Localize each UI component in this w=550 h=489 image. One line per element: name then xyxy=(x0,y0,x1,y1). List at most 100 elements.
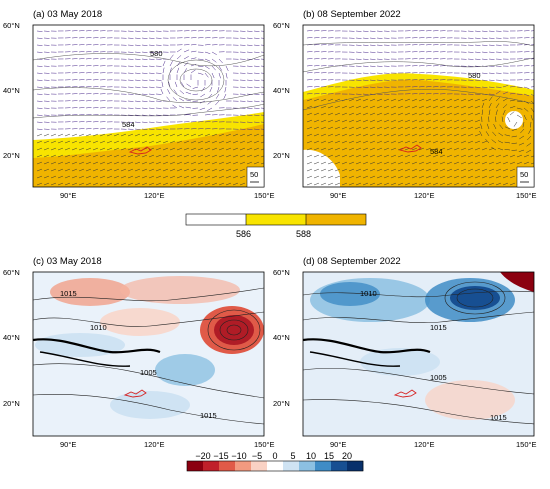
wind-vector xyxy=(432,93,439,95)
wind-vector xyxy=(418,30,425,32)
wind-vector xyxy=(526,142,532,147)
wind-vector xyxy=(432,140,439,144)
wind-vector xyxy=(183,161,190,165)
wind-vector xyxy=(313,126,320,130)
wind-vector xyxy=(78,133,85,137)
wind-vector xyxy=(383,154,390,158)
wind-vector xyxy=(341,119,348,123)
wind-vector xyxy=(169,182,176,186)
wind-vector xyxy=(253,86,260,88)
wind-vector xyxy=(474,140,481,144)
wind-vector xyxy=(106,154,113,158)
wind-vector xyxy=(148,154,155,158)
wind-vector xyxy=(411,126,418,130)
wind-vector xyxy=(246,30,253,32)
wind-vector xyxy=(141,175,148,179)
wind-vector xyxy=(185,91,192,95)
wind-vector xyxy=(460,161,467,165)
wind-vector xyxy=(120,175,127,179)
panel-c-isobar-label-4: 1015 xyxy=(200,411,217,420)
wind-vector xyxy=(134,58,141,60)
wind-vector xyxy=(204,37,211,39)
wind-vector xyxy=(99,133,106,137)
wind-vector xyxy=(113,154,120,158)
wind-vector xyxy=(390,168,397,172)
wind-vector xyxy=(432,86,439,88)
wind-vector xyxy=(36,65,43,67)
wind-vector xyxy=(334,133,341,137)
wind-vector xyxy=(148,30,155,32)
colorbar-top-frame xyxy=(185,213,367,226)
wind-vector xyxy=(134,147,141,151)
wind-vector xyxy=(190,133,197,137)
wind-vector xyxy=(246,140,253,144)
wind-vector xyxy=(362,65,369,67)
wind-vector xyxy=(85,147,92,151)
wind-vector xyxy=(439,119,446,123)
wind-vector xyxy=(334,105,341,109)
wind-vector xyxy=(320,154,327,158)
wind-vector xyxy=(36,140,43,144)
wind-vector xyxy=(148,58,155,60)
wind-vector xyxy=(306,86,313,88)
wind-vector xyxy=(169,154,176,158)
panel-b-vector-key-label: 50 xyxy=(520,170,528,179)
wind-vector xyxy=(495,97,501,102)
wind-vector xyxy=(78,58,85,60)
wind-vector xyxy=(523,154,530,158)
wind-vector xyxy=(320,51,327,53)
wind-vector xyxy=(397,112,404,116)
wind-vector xyxy=(176,147,183,151)
wind-vector xyxy=(172,104,178,109)
wind-vector xyxy=(134,154,141,158)
wind-vector xyxy=(232,140,239,144)
colorbar-bottom-label: 10 xyxy=(306,451,316,461)
wind-vector xyxy=(200,93,206,98)
wind-vector xyxy=(36,37,43,39)
wind-vector xyxy=(36,168,43,172)
wind-vector xyxy=(488,51,495,53)
wind-vector xyxy=(362,37,369,39)
wind-vector xyxy=(320,72,327,74)
wind-vector xyxy=(232,133,239,137)
wind-vector xyxy=(141,140,148,144)
wind-vector xyxy=(348,98,355,102)
wind-vector xyxy=(390,126,397,130)
panel-d-isobar-label-2: 1015 xyxy=(430,323,447,332)
panel-d-warm-patch-1 xyxy=(425,380,515,420)
wind-vector xyxy=(169,61,173,67)
wind-vector xyxy=(390,105,397,109)
wind-vector xyxy=(432,98,439,102)
wind-vector xyxy=(460,182,467,186)
wind-vector xyxy=(397,154,404,158)
wind-vector xyxy=(246,65,253,67)
wind-vector xyxy=(467,65,474,67)
wind-vector xyxy=(225,147,232,151)
panel-c-xlabel-90: 90°E xyxy=(60,440,76,449)
wind-vector xyxy=(404,175,411,179)
wind-vector xyxy=(141,114,148,116)
wind-vector xyxy=(190,140,197,144)
wind-vector xyxy=(120,154,127,158)
panel-a-wind-vectors xyxy=(36,30,264,186)
panel-b-contour-label-2: 584 xyxy=(430,147,443,156)
panel-a-frame xyxy=(32,24,265,188)
wind-vector xyxy=(85,72,92,74)
wind-vector xyxy=(376,147,383,151)
wind-vector xyxy=(362,175,369,179)
wind-vector xyxy=(362,133,369,137)
wind-vector xyxy=(520,128,525,134)
wind-vector xyxy=(313,86,320,88)
wind-vector xyxy=(99,140,106,144)
wind-vector xyxy=(467,79,474,81)
wind-vector xyxy=(92,168,99,172)
wind-vector xyxy=(99,182,106,186)
wind-vector xyxy=(134,79,141,81)
wind-vector xyxy=(313,72,320,74)
wind-vector xyxy=(425,58,432,60)
wind-vector xyxy=(36,79,43,81)
wind-vector xyxy=(446,105,453,109)
wind-vector xyxy=(246,44,253,46)
wind-vector xyxy=(183,147,190,151)
wind-vector xyxy=(418,65,425,67)
